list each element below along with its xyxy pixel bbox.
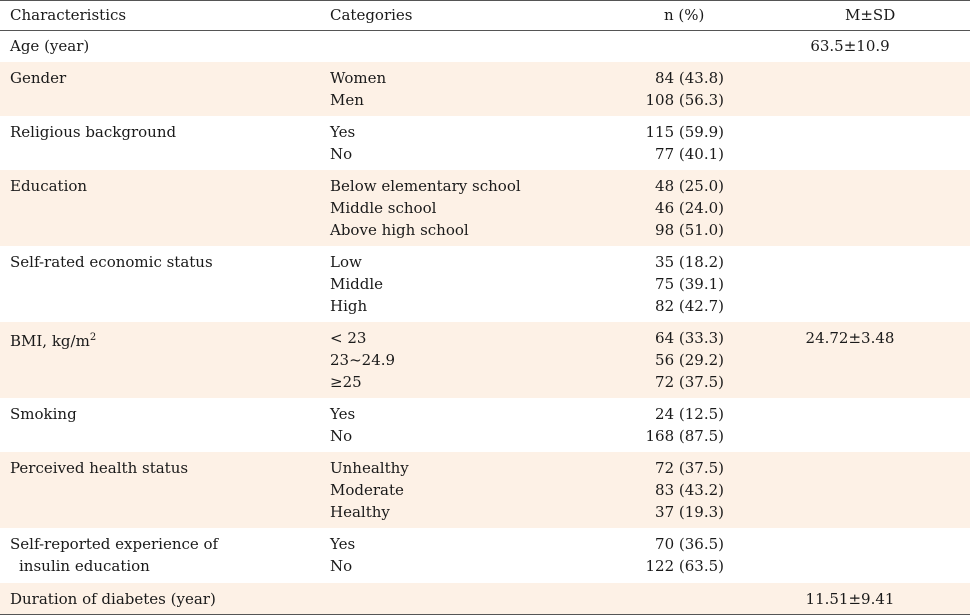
count-cell: 24 (12.5) bbox=[655, 405, 724, 423]
count-cell: 72 (37.5) bbox=[655, 373, 724, 391]
table-row: Duration of diabetes (year) 11.51±9.41 bbox=[0, 583, 970, 614]
row-label: Education bbox=[10, 177, 88, 195]
row-counts: 64 (33.3) 56 (29.2) 72 (37.5) bbox=[655, 327, 724, 393]
category-cell: 23~24.9 bbox=[330, 351, 396, 369]
row-label: BMI, kg/m2 bbox=[10, 327, 96, 352]
table-row: BMI, kg/m2 < 23 23~24.9 ≥25 64 (33.3) 56… bbox=[0, 322, 970, 398]
category-cell: High bbox=[330, 297, 368, 315]
category-cell: Above high school bbox=[330, 221, 469, 239]
row-categories: Unhealthy Moderate Healthy bbox=[330, 457, 409, 523]
category-cell: Unhealthy bbox=[330, 459, 409, 477]
row-categories: < 23 23~24.9 ≥25 bbox=[330, 327, 395, 393]
bmi-label: BMI, kg/m bbox=[10, 332, 90, 350]
row-counts: 70 (36.5) 122 (63.5) bbox=[645, 533, 724, 577]
header-categories: Categories bbox=[330, 6, 413, 24]
count-cell: 56 (29.2) bbox=[655, 351, 724, 369]
row-categories: Women Men bbox=[330, 67, 386, 111]
row-counts: 115 (59.9) 77 (40.1) bbox=[645, 121, 724, 165]
table-row: Perceived health status Unhealthy Modera… bbox=[0, 452, 970, 528]
category-cell: Yes bbox=[330, 123, 356, 141]
header-msd: M±SD bbox=[845, 6, 896, 24]
table-row: Gender Women Men 84 (43.8) 108 (56.3) bbox=[0, 62, 970, 116]
count-cell: 37 (19.3) bbox=[655, 503, 724, 521]
table-row: Religious background Yes No 115 (59.9) 7… bbox=[0, 116, 970, 170]
table-header: Characteristics Categories n (%) M±SD bbox=[0, 0, 970, 31]
count-cell: 83 (43.2) bbox=[655, 481, 724, 499]
row-label: Self-reported experience of insulin educ… bbox=[10, 533, 218, 577]
row-counts: 35 (18.2) 75 (39.1) 82 (42.7) bbox=[655, 251, 724, 317]
count-cell: 82 (42.7) bbox=[655, 297, 724, 315]
count-cell: 35 (18.2) bbox=[655, 253, 724, 271]
category-cell: ≥25 bbox=[330, 373, 362, 391]
category-cell: Women bbox=[330, 69, 387, 87]
table-row: Education Below elementary school Middle… bbox=[0, 170, 970, 246]
row-categories: Below elementary school Middle school Ab… bbox=[330, 175, 521, 241]
header-n-pct: n (%) bbox=[664, 6, 705, 24]
row-categories: Low Middle High bbox=[330, 251, 383, 317]
row-label: Self-rated economic status bbox=[10, 253, 213, 271]
row-label-line: insulin education bbox=[19, 557, 150, 575]
count-cell: 115 (59.9) bbox=[645, 123, 724, 141]
category-cell: Healthy bbox=[330, 503, 390, 521]
table-row: Smoking Yes No 24 (12.5) 168 (87.5) bbox=[0, 398, 970, 452]
table-row: Self-reported experience of insulin educ… bbox=[0, 528, 970, 582]
category-cell: Yes bbox=[330, 535, 356, 553]
count-cell: 70 (36.5) bbox=[655, 535, 724, 553]
table-row: Self-rated economic status Low Middle Hi… bbox=[0, 246, 970, 322]
count-cell: 72 (37.5) bbox=[655, 459, 724, 477]
row-counts: 72 (37.5) 83 (43.2) 37 (19.3) bbox=[655, 457, 724, 523]
category-cell: < 23 bbox=[330, 329, 367, 347]
category-cell: Men bbox=[330, 91, 364, 109]
row-label: Smoking bbox=[10, 405, 77, 423]
bmi-exponent: 2 bbox=[89, 332, 97, 343]
count-cell: 98 (51.0) bbox=[655, 221, 724, 239]
count-cell: 64 (33.3) bbox=[655, 329, 724, 347]
row-label-line: Self-reported experience of bbox=[10, 535, 219, 553]
category-cell: No bbox=[330, 427, 353, 445]
row-msd: 63.5±10.9 bbox=[810, 37, 890, 55]
category-cell: No bbox=[330, 557, 353, 575]
row-msd: 24.72±3.48 bbox=[805, 329, 895, 347]
row-counts: 24 (12.5) 168 (87.5) bbox=[645, 403, 724, 447]
count-cell: 84 (43.8) bbox=[655, 69, 724, 87]
row-categories: Yes No bbox=[330, 121, 355, 165]
row-label: Duration of diabetes (year) bbox=[10, 590, 216, 608]
category-cell: Middle bbox=[330, 275, 384, 293]
row-categories: Yes No bbox=[330, 403, 355, 447]
count-cell: 75 (39.1) bbox=[655, 275, 724, 293]
count-cell: 77 (40.1) bbox=[655, 145, 724, 163]
count-cell: 108 (56.3) bbox=[645, 91, 724, 109]
category-cell: No bbox=[330, 145, 353, 163]
count-cell: 48 (25.0) bbox=[655, 177, 724, 195]
row-label: Perceived health status bbox=[10, 459, 189, 477]
count-cell: 168 (87.5) bbox=[645, 427, 724, 445]
row-label: Religious background bbox=[10, 123, 177, 141]
count-cell: 122 (63.5) bbox=[645, 557, 724, 575]
category-cell: Low bbox=[330, 253, 362, 271]
row-categories: Yes No bbox=[330, 533, 355, 577]
row-counts: 84 (43.8) 108 (56.3) bbox=[645, 67, 724, 111]
category-cell: Moderate bbox=[330, 481, 404, 499]
category-cell: Below elementary school bbox=[330, 177, 521, 195]
row-msd: 11.51±9.41 bbox=[805, 590, 895, 608]
table-bottom-rule bbox=[0, 614, 970, 615]
count-cell: 46 (24.0) bbox=[655, 199, 724, 217]
category-cell: Middle school bbox=[330, 199, 437, 217]
row-label: Gender bbox=[10, 69, 67, 87]
table-row: Age (year) 63.5±10.9 bbox=[0, 30, 970, 61]
header-characteristics: Characteristics bbox=[10, 6, 127, 24]
row-counts: 48 (25.0) 46 (24.0) 98 (51.0) bbox=[655, 175, 724, 241]
category-cell: Yes bbox=[330, 405, 356, 423]
row-label: Age (year) bbox=[10, 37, 90, 55]
